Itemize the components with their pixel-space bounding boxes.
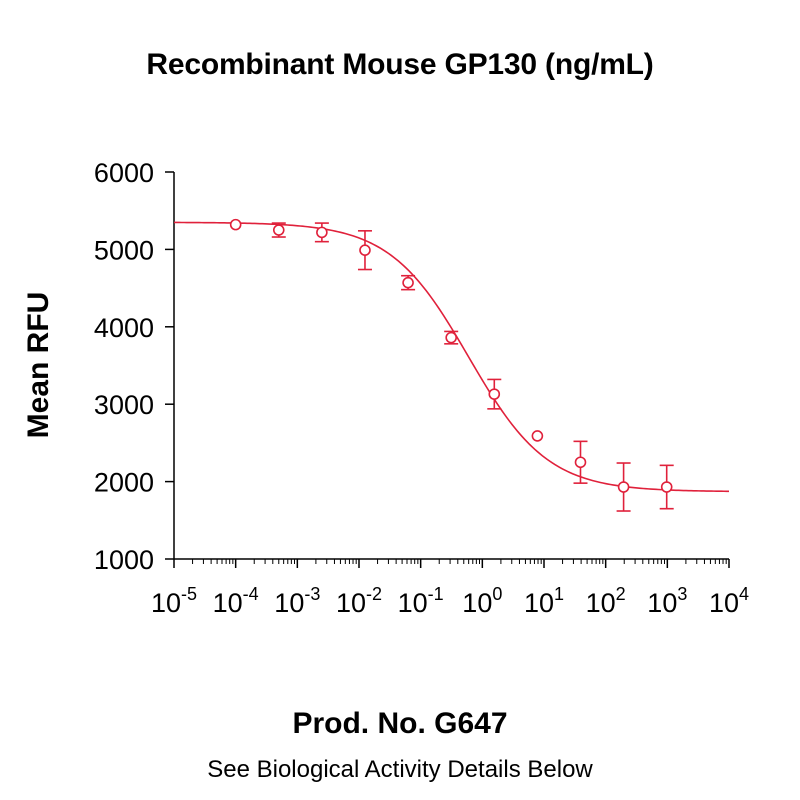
data-point — [660, 481, 673, 493]
data-point — [229, 218, 242, 231]
details-note: See Biological Activity Details Below — [207, 756, 593, 783]
data-point — [316, 226, 328, 239]
data-point — [359, 244, 371, 256]
x-tick-label: 10-1 — [398, 584, 444, 618]
axes — [165, 171, 730, 568]
x-tick-label: 101 — [524, 584, 564, 618]
y-tick-label: 6000 — [94, 158, 154, 188]
data-point — [574, 456, 587, 469]
x-tick-label: 102 — [586, 584, 626, 618]
x-tick-label: 104 — [709, 584, 749, 618]
x-tick-label: 100 — [462, 584, 502, 618]
data-points-layer — [229, 218, 674, 512]
y-tick-label: 2000 — [94, 468, 154, 498]
fit-curve — [173, 221, 730, 493]
data-point — [488, 388, 501, 400]
y-tick-label: 3000 — [94, 390, 154, 420]
y-tick-label: 1000 — [94, 545, 154, 575]
x-tick-label: 10-2 — [336, 584, 382, 618]
product-number: Prod. No. G647 — [292, 707, 508, 740]
data-point — [617, 481, 630, 493]
fit-curve-layer — [173, 221, 730, 493]
y-tick-label: 4000 — [94, 313, 154, 343]
data-point — [445, 331, 457, 344]
data-point — [272, 224, 285, 236]
y-tick-label: 5000 — [94, 235, 154, 265]
data-point — [531, 430, 544, 442]
y-axis-title: Mean RFU — [22, 292, 55, 439]
x-tick-label: 10-5 — [151, 584, 197, 618]
data-point — [402, 276, 414, 289]
x-tick-label: 10-4 — [213, 584, 259, 618]
x-tick-label: 10-3 — [274, 584, 320, 618]
chart-title: Recombinant Mouse GP130 (ng/mL) — [146, 48, 654, 81]
tick-labels-layer: 1000 2000 3000 4000 5000 6000 10-5 10-4 10-3 10-2… — [94, 158, 749, 618]
x-tick-label: 103 — [647, 584, 687, 618]
